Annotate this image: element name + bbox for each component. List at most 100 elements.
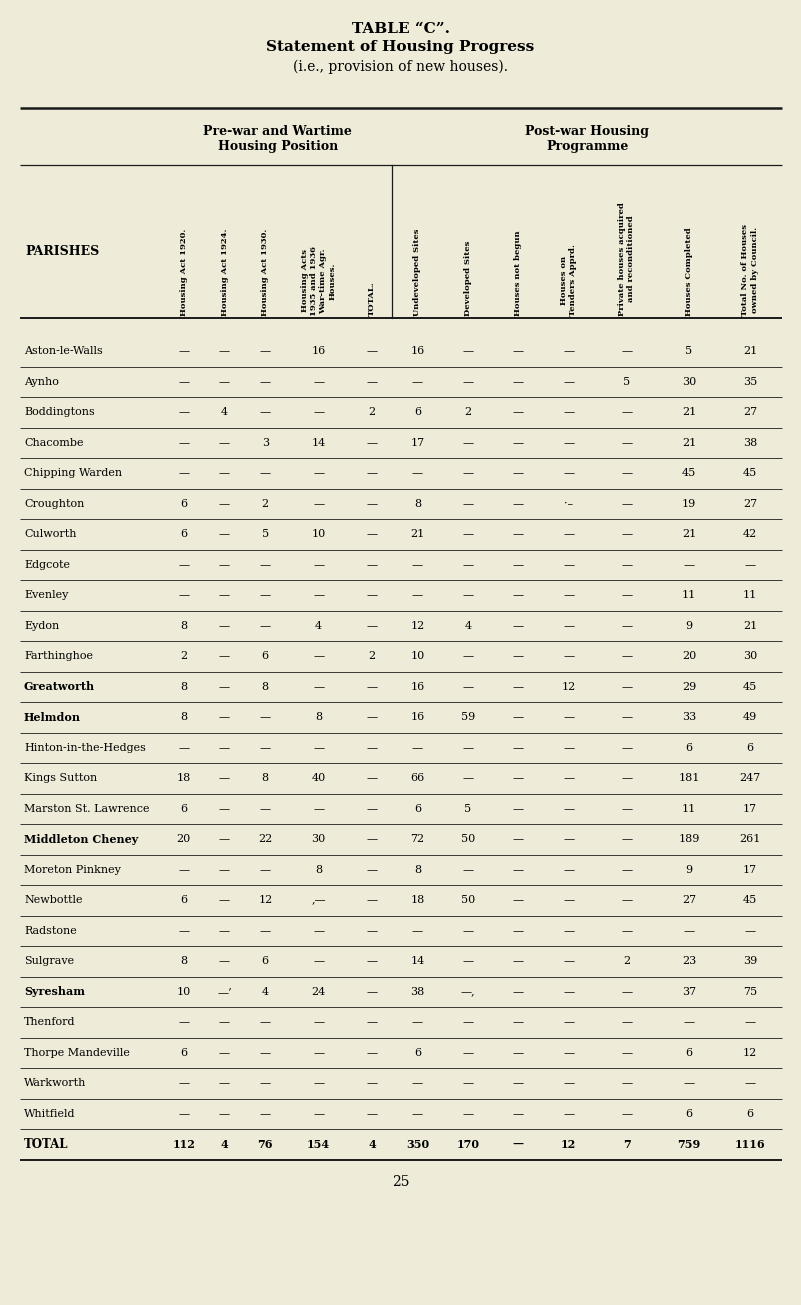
Text: Middleton Cheney: Middleton Cheney: [24, 834, 139, 844]
Text: —: —: [513, 1078, 524, 1088]
Text: —: —: [513, 499, 524, 509]
Text: 6: 6: [686, 743, 693, 753]
Text: TOTAL: TOTAL: [24, 1138, 69, 1151]
Text: 4: 4: [315, 621, 322, 630]
Text: 45: 45: [743, 895, 757, 906]
Text: 10: 10: [177, 987, 191, 997]
Text: —: —: [683, 1018, 694, 1027]
Text: 5: 5: [465, 804, 472, 814]
Text: 6: 6: [180, 499, 187, 509]
Text: 2: 2: [368, 651, 376, 662]
Text: 17: 17: [410, 437, 425, 448]
Text: —: —: [622, 621, 633, 630]
Text: —’: —’: [217, 987, 231, 997]
Text: —: —: [260, 560, 271, 570]
Text: Hinton-in-the-Hedges: Hinton-in-the-Hedges: [24, 743, 146, 753]
Text: —: —: [366, 468, 377, 478]
Text: 72: 72: [410, 834, 425, 844]
Text: PARISHES: PARISHES: [25, 245, 99, 258]
Text: —: —: [513, 1109, 524, 1118]
Text: —: —: [260, 743, 271, 753]
Text: 6: 6: [180, 530, 187, 539]
Text: —: —: [622, 651, 633, 662]
Text: Evenley: Evenley: [24, 590, 68, 600]
Text: 30: 30: [682, 377, 696, 386]
Text: Edgcote: Edgcote: [24, 560, 70, 570]
Text: —: —: [366, 377, 377, 386]
Text: —: —: [219, 1048, 230, 1058]
Text: 154: 154: [307, 1139, 330, 1150]
Text: —: —: [563, 957, 574, 966]
Text: —: —: [462, 530, 473, 539]
Text: —: —: [313, 499, 324, 509]
Text: —: —: [563, 1078, 574, 1088]
Text: —: —: [219, 713, 230, 722]
Text: 6: 6: [414, 1048, 421, 1058]
Text: —: —: [179, 377, 189, 386]
Text: 21: 21: [682, 407, 696, 418]
Text: —: —: [622, 346, 633, 356]
Text: —: —: [563, 621, 574, 630]
Text: Pre-war and Wartime
Housing Position: Pre-war and Wartime Housing Position: [203, 125, 352, 153]
Text: —: —: [622, 1078, 633, 1088]
Text: 6: 6: [747, 743, 754, 753]
Text: —: —: [622, 407, 633, 418]
Text: —: —: [622, 560, 633, 570]
Text: —,: —,: [461, 987, 475, 997]
Text: —: —: [366, 804, 377, 814]
Text: —: —: [563, 437, 574, 448]
Text: 5: 5: [623, 377, 630, 386]
Text: 8: 8: [180, 957, 187, 966]
Text: —: —: [462, 925, 473, 936]
Text: —: —: [622, 834, 633, 844]
Text: —: —: [219, 346, 230, 356]
Text: —: —: [412, 468, 423, 478]
Text: 5: 5: [262, 530, 269, 539]
Text: —: —: [622, 774, 633, 783]
Text: Houses Completed: Houses Completed: [685, 227, 693, 316]
Text: Syresham: Syresham: [24, 987, 85, 997]
Text: 27: 27: [743, 407, 757, 418]
Text: —: —: [563, 804, 574, 814]
Text: —: —: [622, 804, 633, 814]
Text: —: —: [513, 1018, 524, 1027]
Text: 6: 6: [414, 804, 421, 814]
Text: —: —: [622, 468, 633, 478]
Text: 112: 112: [172, 1139, 195, 1150]
Text: —: —: [622, 590, 633, 600]
Text: —: —: [260, 1109, 271, 1118]
Text: 38: 38: [410, 987, 425, 997]
Text: —: —: [366, 1048, 377, 1058]
Text: 2: 2: [180, 651, 187, 662]
Text: —: —: [513, 865, 524, 874]
Text: —: —: [622, 1018, 633, 1027]
Text: 8: 8: [180, 681, 187, 692]
Text: 27: 27: [682, 895, 696, 906]
Text: —: —: [744, 1078, 755, 1088]
Text: Houses on
Tenders Apprd.: Houses on Tenders Apprd.: [560, 244, 578, 316]
Text: 27: 27: [743, 499, 757, 509]
Text: —: —: [366, 743, 377, 753]
Text: 4: 4: [221, 1139, 228, 1150]
Text: ,—: ,—: [312, 895, 326, 906]
Text: —: —: [219, 590, 230, 600]
Text: —: —: [219, 1109, 230, 1118]
Text: 20: 20: [682, 651, 696, 662]
Text: Helmdon: Helmdon: [24, 711, 81, 723]
Text: 350: 350: [406, 1139, 429, 1150]
Text: —: —: [513, 957, 524, 966]
Text: —: —: [219, 895, 230, 906]
Text: —: —: [179, 468, 189, 478]
Text: —: —: [462, 651, 473, 662]
Text: —: —: [513, 834, 524, 844]
Text: 12: 12: [258, 895, 272, 906]
Text: —: —: [462, 1018, 473, 1027]
Text: —: —: [219, 377, 230, 386]
Text: —: —: [219, 865, 230, 874]
Text: 30: 30: [743, 651, 757, 662]
Text: —: —: [683, 925, 694, 936]
Text: 11: 11: [682, 804, 696, 814]
Text: 30: 30: [312, 834, 326, 844]
Text: —: —: [462, 590, 473, 600]
Text: 3: 3: [262, 437, 269, 448]
